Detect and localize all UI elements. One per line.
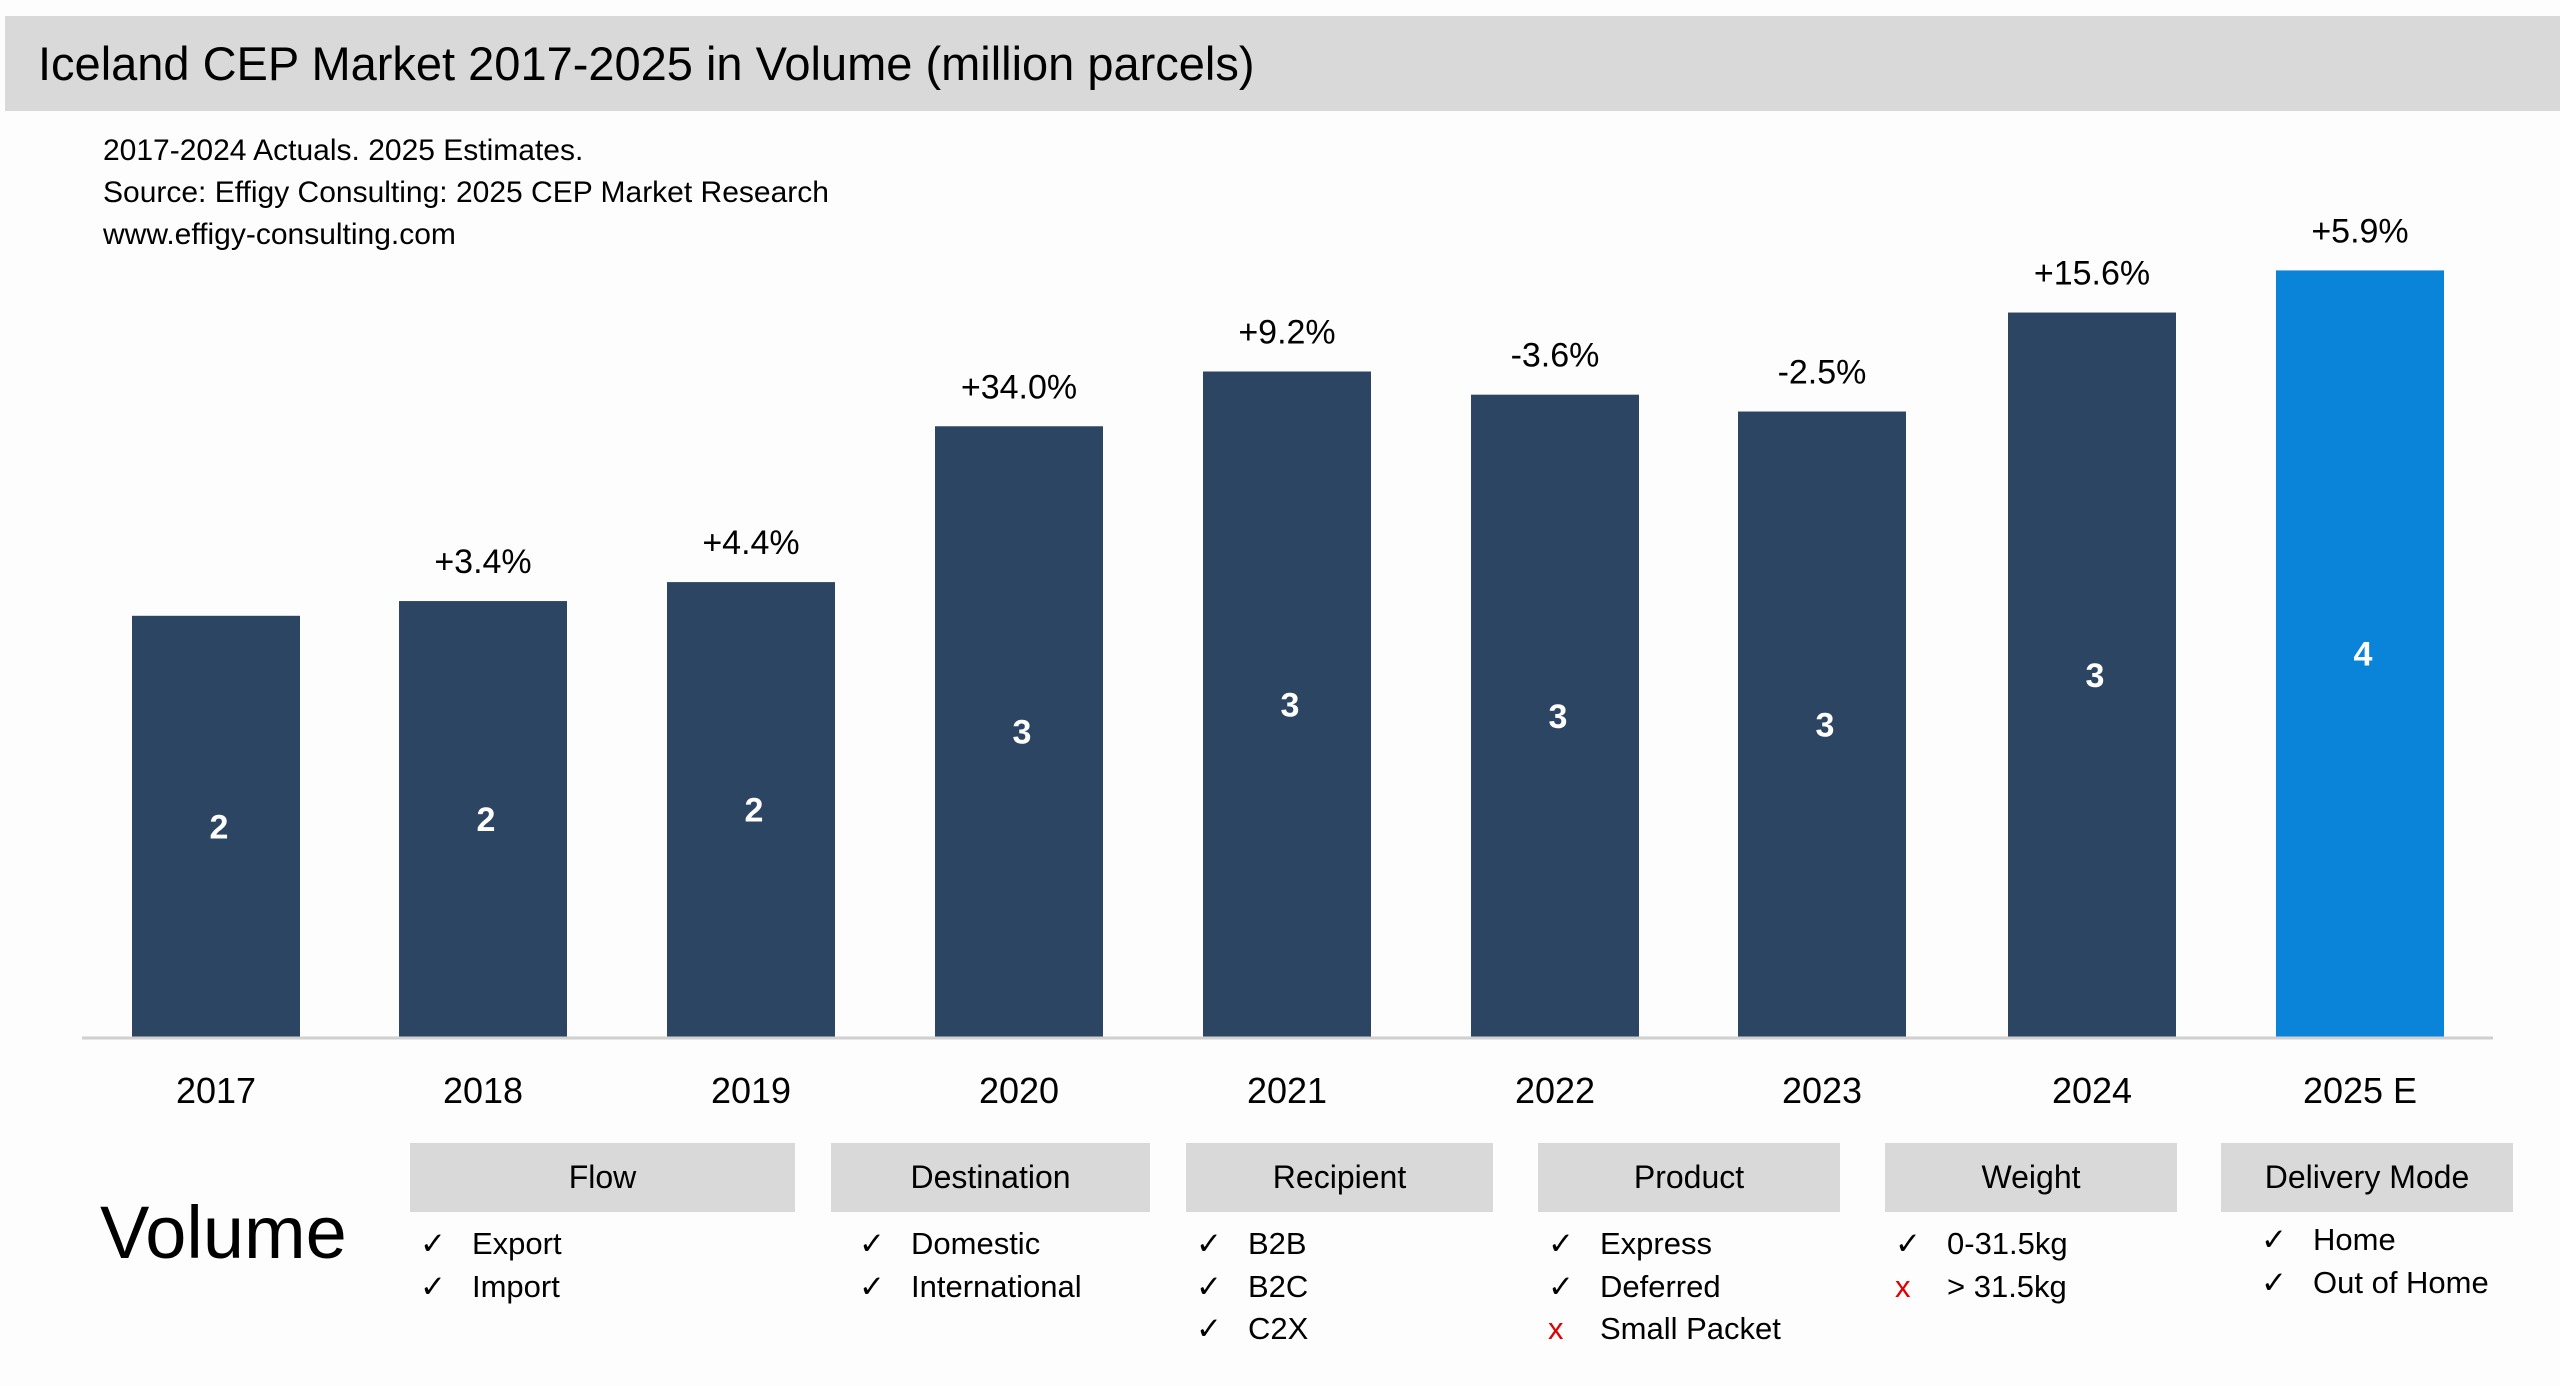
segment-item: ✓ Express — [1548, 1224, 1712, 1264]
segments-label: Volume — [100, 1191, 347, 1274]
cross-icon: x — [1895, 1269, 1911, 1304]
cross-icon: x — [1548, 1311, 1564, 1346]
segment-header-product: Product — [1538, 1143, 1840, 1212]
growth-label: +4.4% — [702, 524, 799, 562]
data-label: 3 — [1549, 698, 1568, 736]
bar-2025-E — [2276, 270, 2444, 1037]
segment-item-label: Import — [472, 1269, 560, 1304]
bar-2020 — [935, 426, 1103, 1037]
segment-header-weight: Weight — [1885, 1143, 2177, 1212]
segment-item-label: Out of Home — [2313, 1265, 2489, 1300]
segment-item: ✓ 0-31.5kg — [1895, 1224, 2068, 1264]
x-tick-label: 2023 — [1782, 1070, 1862, 1111]
x-tick-label: 2019 — [711, 1070, 791, 1111]
segment-item: x > 31.5kg — [1895, 1267, 2067, 1307]
check-icon: ✓ — [1895, 1226, 1921, 1261]
x-tick-label: 2020 — [979, 1070, 1059, 1111]
segment-item: ✓ International — [859, 1267, 1082, 1307]
segment-item-label: C2X — [1248, 1311, 1309, 1346]
segment-item-label: B2C — [1248, 1269, 1309, 1304]
bar-2017 — [132, 615, 300, 1037]
bar-2019 — [667, 582, 835, 1037]
check-icon: ✓ — [1548, 1226, 1574, 1261]
segment-item-label: B2B — [1248, 1226, 1307, 1261]
x-tick-label: 2024 — [2052, 1070, 2132, 1111]
x-tick-label: 2025 E — [2303, 1070, 2417, 1111]
x-tick-label: 2018 — [443, 1070, 523, 1111]
data-label: 2 — [745, 792, 764, 830]
growth-label: +34.0% — [961, 368, 1077, 406]
check-icon: ✓ — [420, 1269, 446, 1304]
segment-item-label: Domestic — [911, 1226, 1041, 1261]
note-source: Source: Effigy Consulting: 2025 CEP Mark… — [103, 176, 829, 209]
segment-item-label: Home — [2313, 1222, 2396, 1257]
segment-item-label: Deferred — [1600, 1269, 1721, 1304]
growth-label: +5.9% — [2311, 212, 2408, 250]
bar-2018 — [399, 601, 567, 1037]
segment-header-flow: Flow — [410, 1143, 795, 1212]
check-icon: ✓ — [1548, 1269, 1574, 1304]
check-icon: ✓ — [1196, 1269, 1222, 1304]
segment-item: ✓ Out of Home — [2261, 1263, 2489, 1303]
check-icon: ✓ — [1196, 1311, 1222, 1346]
title-bar: Iceland CEP Market 2017-2025 in Volume (… — [5, 16, 2560, 111]
x-tick-label: 2021 — [1247, 1070, 1327, 1111]
segment-item: ✓ C2X — [1196, 1309, 1308, 1349]
bar-2023 — [1738, 411, 1906, 1037]
segment-item: ✓ Deferred — [1548, 1267, 1721, 1307]
bar-2022 — [1471, 394, 1639, 1037]
segment-item-label: > 31.5kg — [1947, 1269, 2067, 1304]
check-icon: ✓ — [859, 1269, 885, 1304]
growth-label: -3.6% — [1511, 337, 1600, 375]
data-label: 4 — [2354, 636, 2373, 674]
segment-item-label: Express — [1600, 1226, 1712, 1261]
segment-item: x Small Packet — [1548, 1309, 1781, 1349]
check-icon: ✓ — [420, 1226, 446, 1261]
segment-item: ✓ B2B — [1196, 1224, 1307, 1264]
segment-item-label: Small Packet — [1600, 1311, 1781, 1346]
bar-2021 — [1203, 371, 1371, 1037]
data-label: 3 — [1816, 706, 1835, 744]
segment-item: ✓ Import — [420, 1267, 560, 1307]
segment-item-label: Export — [472, 1226, 562, 1261]
x-tick-label: 2022 — [1515, 1070, 1595, 1111]
segment-item: ✓ Domestic — [859, 1224, 1040, 1264]
segment-item-label: International — [911, 1269, 1082, 1304]
growth-label: +9.2% — [1238, 314, 1335, 352]
data-label: 2 — [477, 801, 496, 839]
chart-title: Iceland CEP Market 2017-2025 in Volume (… — [38, 37, 1255, 90]
data-label: 3 — [1281, 686, 1300, 724]
segment-header-recipient: Recipient — [1186, 1143, 1493, 1212]
data-label: 2 — [210, 808, 229, 846]
bar-2024 — [2008, 312, 2176, 1037]
check-icon: ✓ — [2261, 1222, 2287, 1257]
segment-item: ✓ B2C — [1196, 1267, 1308, 1307]
growth-label: +3.4% — [434, 543, 531, 581]
segment-item-label: 0-31.5kg — [1947, 1226, 2068, 1261]
segment-item: ✓ Home — [2261, 1220, 2396, 1260]
x-tick-label: 2017 — [176, 1070, 256, 1111]
data-label: 3 — [1013, 714, 1032, 752]
bar-chart: 2 2017 2 +3.4% 2018 2 +4.4% 2019 3 +34.0% 2020 3 +9.… — [82, 212, 2493, 1111]
growth-label: +15.6% — [2034, 255, 2150, 293]
check-icon: ✓ — [859, 1226, 885, 1261]
segment-header-destination: Destination — [831, 1143, 1150, 1212]
note-actuals: 2017-2024 Actuals. 2025 Estimates. — [103, 134, 584, 167]
segment-item: ✓ Export — [420, 1224, 562, 1264]
check-icon: ✓ — [2261, 1265, 2287, 1300]
note-website: www.effigy-consulting.com — [103, 218, 456, 251]
data-label: 3 — [2086, 657, 2105, 695]
check-icon: ✓ — [1196, 1226, 1222, 1261]
growth-label: -2.5% — [1778, 354, 1867, 392]
segment-header-delivery-mode: Delivery Mode — [2221, 1143, 2513, 1212]
